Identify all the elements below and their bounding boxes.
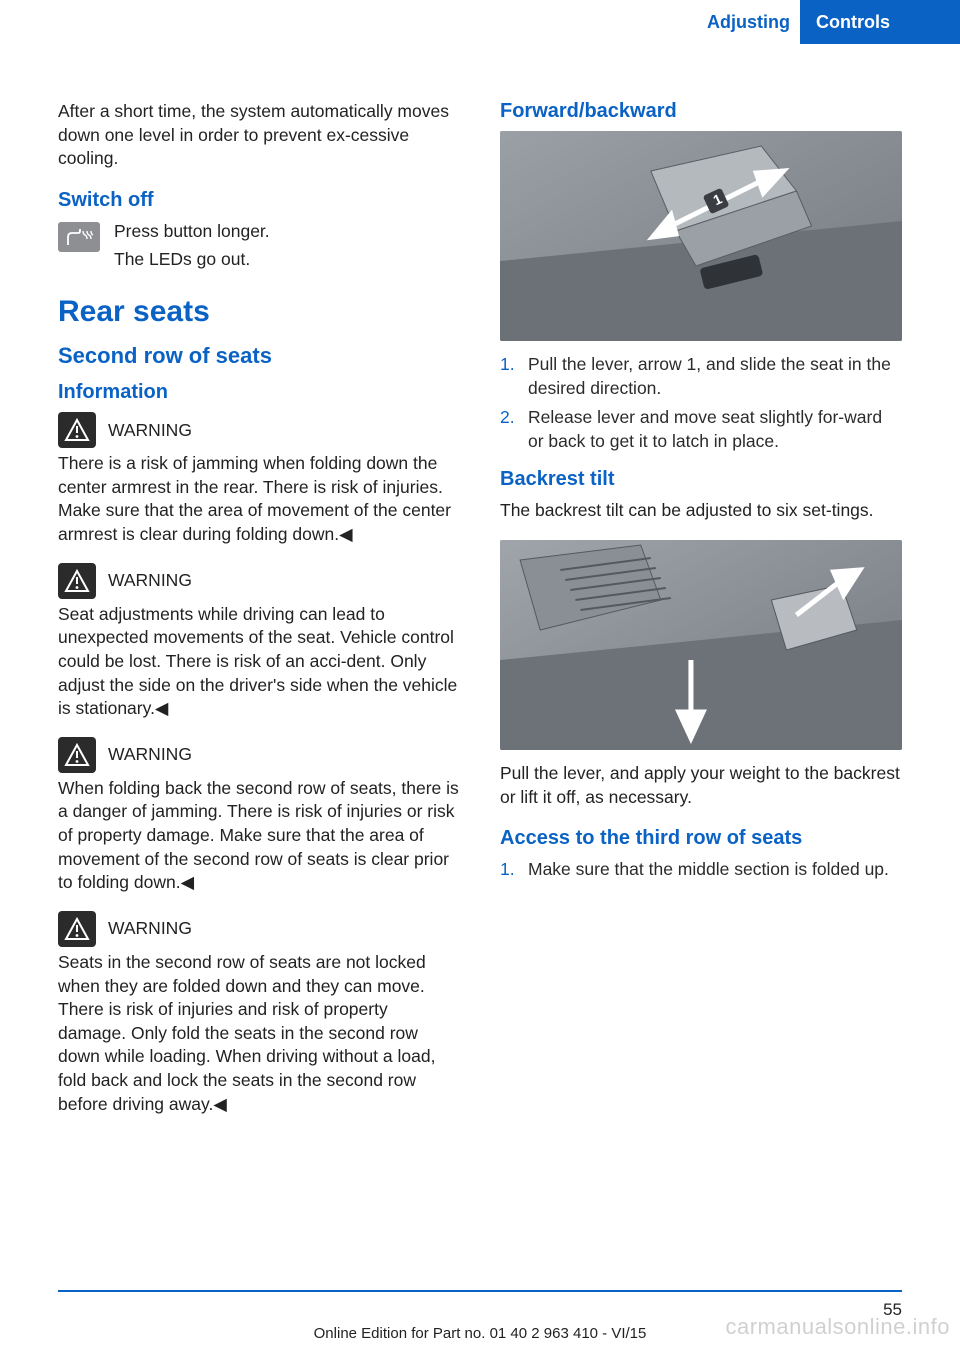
- warning-icon: [58, 412, 96, 448]
- forward-backward-steps: 1.Pull the lever, arrow 1, and slide the…: [500, 353, 902, 454]
- warning-title: WARNING: [108, 744, 192, 765]
- backrest-tilt-heading: Backrest tilt: [500, 468, 902, 491]
- list-item: 1.Pull the lever, arrow 1, and slide the…: [500, 353, 902, 400]
- intro-paragraph: After a short time, the system automatic…: [58, 100, 460, 171]
- warning-icon: [58, 563, 96, 599]
- step-text: Pull the lever, arrow 1, and slide the s…: [528, 353, 902, 400]
- footer-rule: [58, 1290, 902, 1292]
- warning-block-1: WARNING There is a risk of jamming when …: [58, 412, 460, 547]
- backrest-body: Pull the lever, and apply your weight to…: [500, 762, 902, 809]
- warning-block-3: WARNING When folding back the second row…: [58, 737, 460, 895]
- warning-title: WARNING: [108, 570, 192, 591]
- step-number: 2.: [500, 406, 528, 453]
- warning-title: WARNING: [108, 420, 192, 441]
- switch-off-row: Press button longer. The LEDs go out.: [58, 220, 460, 271]
- access-third-row-heading: Access to the third row of seats: [500, 827, 902, 850]
- figure-backrest-tilt: [500, 540, 902, 750]
- header-chapter: Controls: [800, 0, 960, 44]
- left-column: After a short time, the system automatic…: [58, 100, 460, 1132]
- step-number: 1.: [500, 858, 528, 882]
- backrest-intro: The backrest tilt can be adjusted to six…: [500, 499, 902, 523]
- warning-title: WARNING: [108, 918, 192, 939]
- warning-body: Seat adjustments while driving can lead …: [58, 603, 460, 721]
- switch-off-line2: The LEDs go out.: [114, 248, 270, 272]
- header-section-text: Adjusting: [707, 12, 790, 33]
- header-section: Adjusting: [707, 0, 790, 44]
- step-text: Make sure that the middle section is fol…: [528, 858, 889, 882]
- warning-body: There is a risk of jamming when folding …: [58, 452, 460, 547]
- switch-off-text: Press button longer. The LEDs go out.: [114, 220, 270, 271]
- content-columns: After a short time, the system automatic…: [58, 100, 902, 1132]
- switch-off-heading: Switch off: [58, 189, 460, 212]
- switch-off-line1: Press button longer.: [114, 220, 270, 244]
- step-number: 1.: [500, 353, 528, 400]
- rear-seats-heading: Rear seats: [58, 295, 460, 329]
- header-chapter-text: Controls: [816, 12, 890, 33]
- step-text: Release lever and move seat slightly for…: [528, 406, 902, 453]
- list-item: 1.Make sure that the middle section is f…: [500, 858, 902, 882]
- warning-block-2: WARNING Seat adjustments while driving c…: [58, 563, 460, 721]
- warning-body: When folding back the second row of seat…: [58, 777, 460, 895]
- warning-icon: [58, 911, 96, 947]
- seat-heating-icon: [58, 222, 100, 252]
- page-header: Adjusting Controls: [0, 0, 960, 44]
- warning-body: Seats in the second row of seats are not…: [58, 951, 460, 1116]
- warning-block-4: WARNING Seats in the second row of seats…: [58, 911, 460, 1116]
- watermark-text: carmanualsonline.info: [725, 1314, 950, 1340]
- figure-seat-slide: 1: [500, 131, 902, 341]
- right-column: Forward/backward 1: [500, 100, 902, 1132]
- list-item: 2.Release lever and move seat slightly f…: [500, 406, 902, 453]
- warning-icon: [58, 737, 96, 773]
- access-steps: 1.Make sure that the middle section is f…: [500, 858, 902, 882]
- second-row-heading: Second row of seats: [58, 343, 460, 369]
- forward-backward-heading: Forward/backward: [500, 100, 902, 123]
- information-heading: Information: [58, 381, 460, 404]
